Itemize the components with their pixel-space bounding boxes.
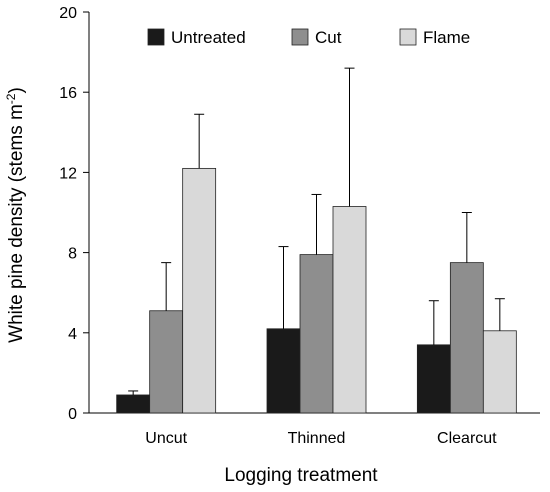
bar [299,254,334,414]
y-tick-label: 16 [59,85,77,102]
y-axis-title: White pine density (stems m-2) [4,87,27,343]
y-tick-label: 4 [68,326,77,343]
x-tick-label: Thinned [288,430,346,447]
legend-label: Flame [423,28,470,47]
y-axis-title-text: White pine density (stems m [6,104,27,343]
bar [449,262,484,414]
bar [332,206,367,414]
y-tick-label: 20 [59,5,77,22]
legend-swatch [291,28,309,46]
y-tick-label: 0 [68,406,77,423]
x-tick-label: Uncut [145,430,187,447]
x-axis-title: Logging treatment [224,465,378,486]
y-axis-title-superscript: -2 [4,93,18,104]
bar [182,167,217,414]
bar [266,328,301,414]
legend-swatch [399,28,417,46]
plot-area: 0 4 8 12 16 20 Uncut Thinned Clearcut [59,5,540,447]
legend-label: Untreated [171,28,246,47]
bar [416,344,451,414]
y-tick-label: 8 [68,246,77,263]
legend: Untreated Cut Flame [147,28,470,47]
legend-label: Cut [315,28,342,47]
x-tick-label: Clearcut [437,430,497,447]
y-axis-title-close: ) [6,87,27,93]
bar [149,310,184,414]
bar [482,330,517,414]
bar [116,394,151,414]
legend-swatch [147,28,165,46]
y-tick-label: 12 [59,165,77,182]
